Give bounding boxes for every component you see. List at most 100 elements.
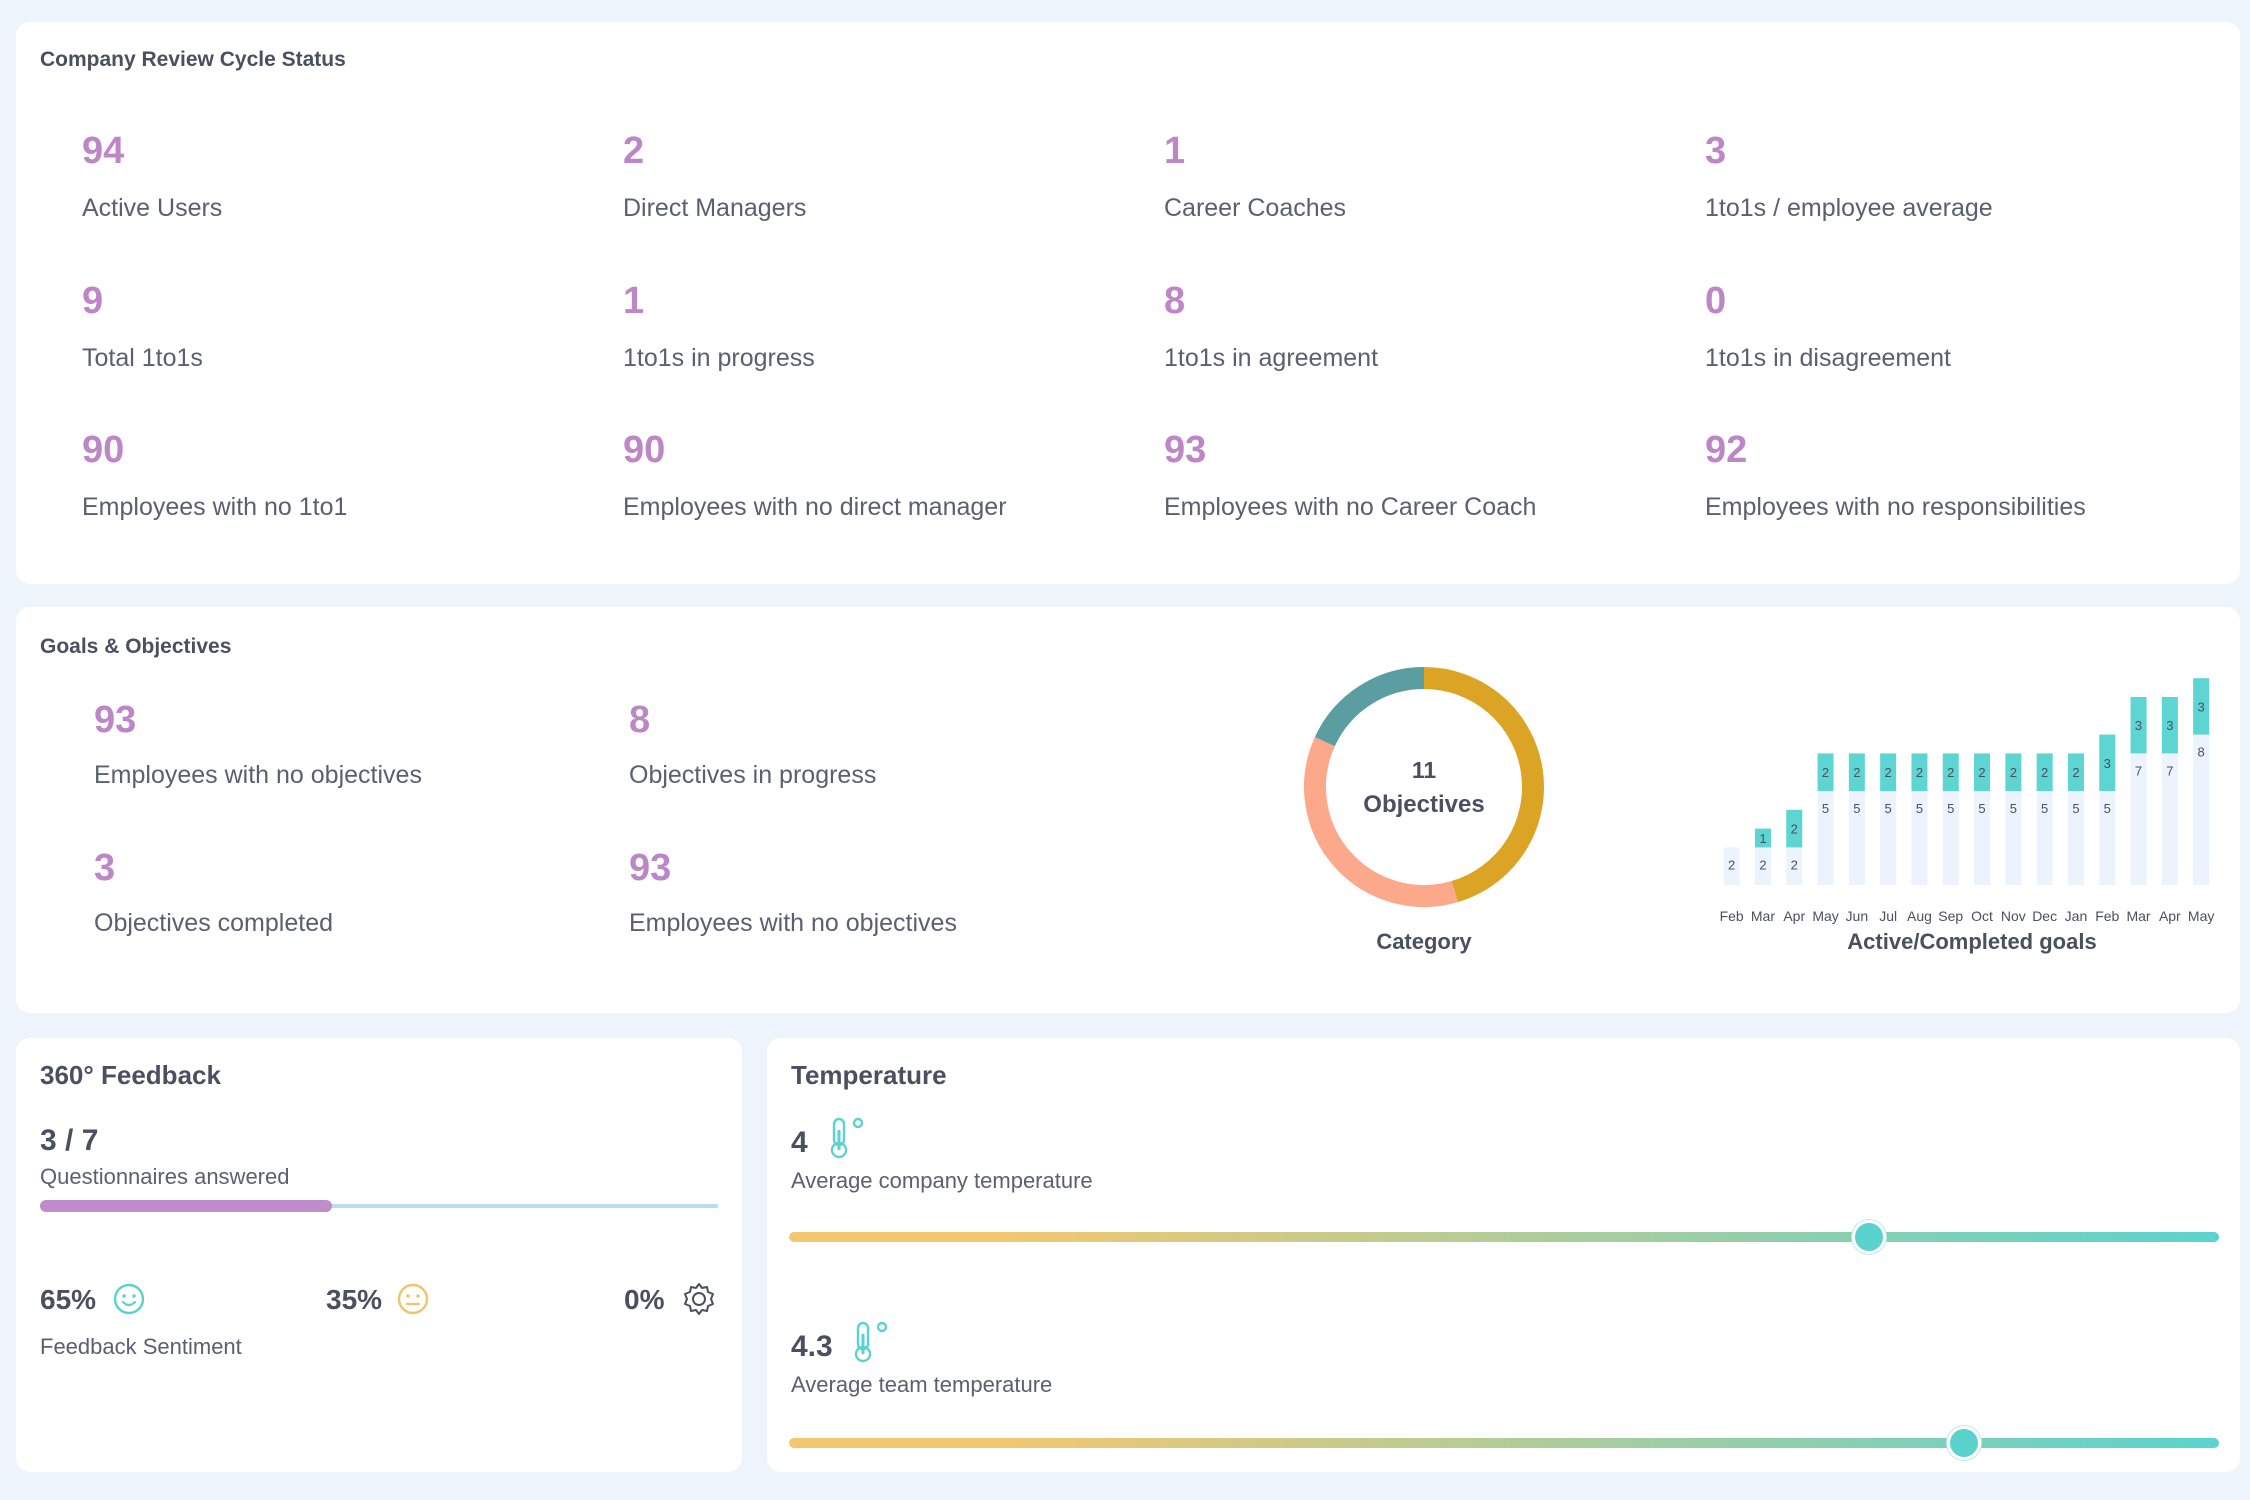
bar-data-label: 2 (1791, 822, 1798, 837)
bar-data-label: 5 (2010, 801, 2017, 816)
goals-stat-value: 8 (629, 699, 651, 741)
bar-category-label: Jan (2065, 908, 2088, 924)
goals-stat-value: 3 (94, 847, 116, 889)
bar-data-label: 2 (2072, 765, 2079, 780)
bar-completed (1848, 753, 1865, 791)
bar-data-label: 7 (2166, 763, 2173, 778)
bar-data-label: 1 (1759, 831, 1766, 846)
review-stat-label: 1to1s / employee average (1705, 194, 1993, 222)
temperature-title: Temperature (791, 1060, 947, 1090)
review-stat-value: 3 (1705, 130, 1727, 172)
company-temperature-track (789, 1232, 2219, 1242)
bar-data-label: 8 (2198, 745, 2205, 760)
goals-bar-chart: 2 Feb 2 1 Mar 2 2 Apr 5 2 May 5 2 Jun 5 2 Jul 5 2 Aug 5 2 Sep 5… (1720, 678, 2214, 924)
gear-icon (684, 1283, 714, 1315)
review-stat-label: Employees with no Career Coach (1164, 493, 1537, 521)
bar-data-label: 2 (1728, 857, 1735, 872)
goals-stat-value: 93 (629, 847, 672, 889)
bar-data-label: 5 (1853, 801, 1860, 816)
bar-data-label: 2 (2010, 765, 2017, 780)
review-stat-value: 90 (82, 429, 125, 471)
bar-active (2130, 753, 2147, 885)
sentiment-label: Feedback Sentiment (40, 1334, 242, 1359)
bar-active (2099, 791, 2116, 885)
review-stat-value: 2 (623, 130, 645, 172)
bar-data-label: 5 (1885, 801, 1892, 816)
questionnaires-label: Questionnaires answered (40, 1164, 290, 1189)
review-stat-label: Employees with no responsibilities (1705, 493, 2086, 521)
bar-category-label: Aug (1907, 908, 1932, 924)
bar-data-label: 2 (2041, 765, 2048, 780)
bar-data-label: 7 (2135, 763, 2142, 778)
bar-category-label: Oct (1971, 908, 1993, 924)
bar-data-label: 3 (2135, 718, 2142, 733)
bar-completed (2036, 753, 2053, 791)
sentiment-neutral-value: 35% (326, 1284, 383, 1315)
bar-active (1942, 791, 1959, 885)
bar-completed (1817, 753, 1834, 791)
review-stat-label: 1to1s in agreement (1164, 344, 1379, 372)
company-temperature-label: Average company temperature (791, 1168, 1093, 1193)
review-stat-value: 0 (1705, 280, 1727, 322)
bar-data-label: 5 (1916, 801, 1923, 816)
company-temperature-knob[interactable] (1851, 1220, 1886, 1254)
goals-stat-label: Objectives completed (94, 909, 334, 937)
review-cycle-title: Company Review Cycle Status (40, 48, 346, 71)
bar-data-label: 5 (1822, 801, 1829, 816)
review-stat-value: 9 (82, 280, 104, 322)
bar-category-label: Feb (1720, 908, 1744, 924)
bar-category-label: Apr (2159, 908, 2181, 924)
review-stat-label: 1to1s in progress (623, 344, 815, 372)
bar-data-label: 5 (2104, 801, 2111, 816)
bar-completed (1786, 809, 1803, 848)
bar-active (1817, 791, 1834, 885)
donut-center-label: Objectives (1363, 791, 1485, 818)
bar-data-label: 2 (1822, 765, 1829, 780)
review-stat-label: Total 1to1s (82, 344, 203, 372)
questionnaires-progress-fill (40, 1200, 332, 1212)
bar-data-label: 2 (1978, 765, 1985, 780)
review-stat-value: 93 (1164, 429, 1207, 471)
bar-category-label: May (2188, 908, 2214, 924)
bar-data-label: 2 (1791, 857, 1798, 872)
sentiment-positive-value: 65% (40, 1284, 97, 1315)
review-stat-label: Direct Managers (623, 194, 807, 222)
review-stat-value: 90 (623, 429, 666, 471)
bar-category-label: Jul (1879, 908, 1897, 924)
neutral-face-icon (397, 1283, 429, 1315)
category-donut-chart (1304, 667, 1544, 907)
goals-title: Goals & Objectives (40, 635, 232, 658)
temperature-card: Temperature 4 Average company temperatur… (767, 1038, 2240, 1472)
bar-active (2005, 791, 2022, 885)
bar-completed (2161, 697, 2178, 754)
bar-category-label: May (1812, 908, 1838, 924)
bar-completed (2099, 734, 2116, 791)
bar-category-label: Feb (2095, 908, 2119, 924)
donut-segment (1304, 737, 1458, 907)
goals-stat-value: 93 (94, 699, 137, 741)
bar-completed (2130, 697, 2147, 754)
bar-data-label: 5 (2041, 801, 2048, 816)
bar-active (1723, 847, 1740, 885)
team-temperature-value: 4.3 (791, 1330, 833, 1363)
bar-data-label: 2 (1947, 765, 1954, 780)
review-stat-value: 92 (1705, 429, 1748, 471)
smile-icon (113, 1283, 145, 1315)
team-temperature-track (789, 1438, 2219, 1448)
bar-active (1848, 791, 1865, 885)
bar-completed (1911, 753, 1928, 791)
feedback-title: 360° Feedback (40, 1060, 221, 1090)
goals-stat-label: Objectives in progress (629, 761, 877, 789)
goals-stat-label: Employees with no objectives (629, 909, 957, 937)
bar-category-label: Apr (1783, 908, 1805, 924)
bar-completed (2067, 753, 2084, 791)
review-cycle-card: Company Review Cycle Status 94 Active Use… (16, 22, 2240, 584)
bar-category-label: Mar (1751, 908, 1775, 924)
team-temperature-knob[interactable] (1947, 1426, 1982, 1460)
donut-segment (1314, 667, 1425, 747)
review-stat-label: Employees with no direct manager (623, 493, 1007, 521)
bar-chart-title: Active/Completed goals (1847, 929, 2097, 954)
review-stat-value: 8 (1164, 280, 1186, 322)
bar-active (1974, 791, 1991, 885)
feedback-card: 360° Feedback 3 / 7 Questionnaires answe… (16, 1038, 742, 1472)
